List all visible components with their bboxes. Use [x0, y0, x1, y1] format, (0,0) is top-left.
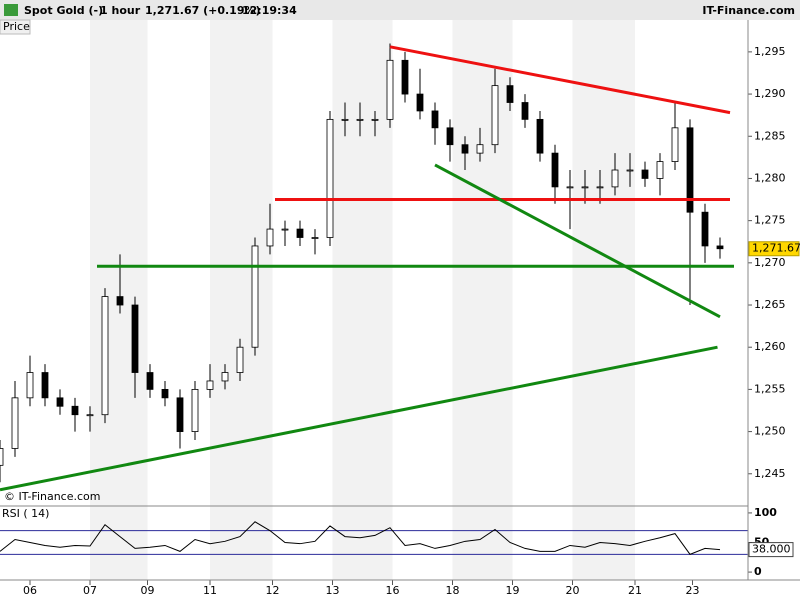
candle-body [41, 372, 49, 399]
last-change: 1,271.67 (+0.19%) [145, 4, 261, 17]
last-price-box [748, 241, 800, 257]
y-tick-label: 1,245 [754, 467, 786, 480]
logo [4, 4, 18, 16]
candle-body [656, 161, 664, 179]
candle-body [701, 211, 709, 247]
candle-body [251, 245, 259, 348]
candle-body [551, 152, 559, 188]
trend-line [389, 45, 731, 115]
day-band [210, 20, 273, 580]
trend-line [434, 163, 721, 319]
candle-body [506, 85, 514, 103]
candle-body [296, 228, 304, 238]
day-band [332, 20, 393, 580]
x-tick-label: 21 [628, 584, 642, 597]
candle-body [401, 59, 409, 95]
x-tick-label: 07 [83, 584, 97, 597]
candle-body [56, 397, 64, 407]
candle-body [341, 118, 349, 121]
candle-body [101, 296, 109, 416]
x-tick-label: 16 [386, 584, 400, 597]
candle-body [71, 405, 79, 416]
candle-body [371, 118, 379, 121]
trend-line [0, 345, 718, 492]
rsi-tick-label: 0 [754, 565, 762, 578]
candle-body [596, 186, 604, 189]
candle-body [131, 304, 139, 373]
candle-body [161, 388, 169, 399]
rsi-last-label: 38.000 [752, 543, 791, 556]
x-tick-label: 18 [446, 584, 460, 597]
candle-body [536, 118, 544, 154]
instrument: Spot Gold (-) [24, 4, 103, 17]
brand: IT-Finance.com [702, 4, 795, 17]
candle-body [11, 397, 19, 449]
candle-body [311, 237, 319, 239]
clock: 12:19:34 [242, 4, 297, 17]
candle-body [431, 110, 439, 129]
rsi-label: RSI ( 14) [2, 507, 49, 520]
x-tick-label: 23 [686, 584, 700, 597]
rsi-last-box [748, 542, 794, 558]
candle-body [566, 186, 574, 189]
candle-body [356, 118, 364, 121]
timeframe: 1 hour [100, 4, 141, 17]
y-tick-label: 1,290 [754, 87, 786, 100]
header-bar [0, 0, 800, 20]
y-tick-label: 1,270 [754, 256, 786, 269]
panel-tab [0, 19, 31, 35]
candle-body [236, 346, 244, 373]
y-tick-label: 1,255 [754, 382, 786, 395]
y-tick-label: 1,265 [754, 298, 786, 311]
y-tick-label: 1,250 [754, 425, 786, 438]
candle-body [716, 245, 724, 250]
candle-body [191, 388, 199, 432]
candle-body [521, 102, 529, 120]
x-tick-label: 20 [566, 584, 580, 597]
y-tick-label: 1,295 [754, 45, 786, 58]
candle-body [461, 144, 469, 154]
candle-body [641, 169, 649, 179]
y-tick-label: 1,280 [754, 171, 786, 184]
candle-body [176, 397, 184, 432]
x-tick-label: 09 [141, 584, 155, 597]
candle-body [26, 372, 34, 399]
watermark: © IT-Finance.com [4, 490, 101, 503]
day-band [572, 20, 635, 580]
candle-body [671, 127, 679, 162]
x-tick-label: 12 [266, 584, 280, 597]
y-tick-label: 1,285 [754, 129, 786, 142]
candle-body [476, 144, 484, 154]
candle-body [146, 372, 154, 390]
candle-body [326, 118, 334, 238]
panel-label: Price [3, 20, 30, 33]
candle-body [611, 169, 619, 188]
candle-body [416, 93, 424, 112]
x-tick-label: 06 [23, 584, 37, 597]
rsi-tick-label: 100 [754, 506, 777, 519]
candle-body [266, 228, 274, 247]
x-tick-label: 11 [203, 584, 217, 597]
candle-body [221, 372, 229, 382]
candle-body [206, 380, 214, 390]
candle-body [686, 127, 694, 213]
candle-body [0, 448, 4, 466]
rsi-line [0, 521, 721, 555]
candle-body [386, 59, 394, 120]
candle-body [86, 414, 94, 417]
last-price-label: 1,271.67 [752, 242, 800, 255]
candle-body [281, 228, 289, 231]
candle-body [446, 127, 454, 146]
y-tick-label: 1,275 [754, 214, 786, 227]
candle-body [581, 186, 589, 189]
candle-body [491, 85, 499, 146]
x-tick-label: 13 [326, 584, 340, 597]
y-tick-label: 1,260 [754, 340, 786, 353]
x-tick-label: 19 [506, 584, 520, 597]
day-band [452, 20, 513, 580]
candle-body [626, 169, 634, 172]
candle-body [116, 296, 124, 306]
